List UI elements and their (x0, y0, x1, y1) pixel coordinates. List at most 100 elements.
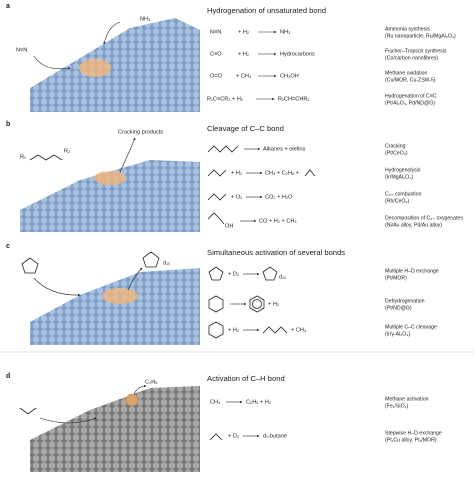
molecule (249, 295, 265, 313)
arrow (33, 55, 71, 70)
panel-c: c d₁₀ Simultaneous activation of several… (6, 243, 439, 345)
application: Dehydrogenation (385, 298, 425, 304)
molecule (142, 251, 160, 268)
arrow (103, 21, 121, 45)
reagent: + H₂ (238, 29, 249, 35)
active-site (94, 171, 126, 185)
product: Alkanes + olefins (263, 146, 306, 152)
catalyst: (Fe₁/SiO₂) (385, 403, 409, 409)
annotation: R₁ (20, 154, 26, 160)
panel-label: b (6, 121, 10, 128)
application: Multiple C–C cleavage (385, 324, 437, 330)
application: Hydrogenolysis (385, 167, 421, 173)
catalyst: (Rh/CeO₂) (385, 198, 409, 204)
application: Methane activation (385, 396, 429, 402)
application: C₂₊ combustion (385, 191, 422, 197)
panel-title: Hydrogenation of unsaturated bond (207, 6, 326, 15)
panel-title: Cleavage of C–C bond (207, 124, 284, 133)
annotation: d₁₀ (163, 260, 171, 266)
molecule (262, 326, 288, 334)
application: Decomposition of C₂₊ oxygenates (385, 215, 463, 221)
molecule (252, 299, 262, 309)
reactant: CH₄ (210, 399, 221, 405)
catalyst: (Ir/MgAl₂O₄) (385, 174, 413, 180)
catalyst: (Co/carbon nanofibres) (385, 55, 438, 61)
molecule (304, 169, 316, 177)
product: R₁CH=CHR₂ (278, 96, 310, 102)
molecule (262, 266, 278, 281)
arrow (127, 267, 143, 291)
application: Hydrogenation of C≡C (385, 93, 437, 99)
panel-a: a NH₃ N≡N Hydrogenation of unsaturated b… (6, 3, 456, 112)
annotation: R₂ (64, 148, 70, 154)
active-site (79, 59, 111, 77)
catalyst: (Pt/CeO₂) (385, 150, 408, 156)
reagent: + H₂ (238, 51, 249, 57)
product: CH₄ + C₂H₆ + (265, 170, 299, 176)
product: Hydrocarbons (280, 51, 315, 57)
product: d₁₀ (279, 274, 287, 280)
product: CH₃OH (280, 73, 299, 79)
annotation: NH₃ (140, 16, 150, 22)
application: Methane oxidation (385, 70, 428, 76)
molecule (29, 154, 63, 161)
reagent: + O₂ (231, 194, 242, 200)
molecule (207, 145, 239, 153)
panel-d: d C₂H₆ Activation of C–H bond CH₄ C₂H₆ +… (6, 373, 442, 472)
application: Multiple H–D exchange (385, 268, 439, 274)
active-site (102, 288, 138, 304)
surface (30, 268, 200, 345)
application: Stepwise H–D exchange (385, 430, 442, 436)
arrow (39, 417, 97, 424)
application: Cracking (385, 143, 406, 149)
panel-label: c (6, 243, 10, 250)
molecule (21, 257, 39, 274)
reagent: + CH₄ (236, 73, 252, 79)
surface (20, 160, 200, 232)
single-atom (125, 393, 139, 407)
reactant: R₁C≡CR₂ + H₂ (207, 96, 243, 102)
product: d₁-butane (263, 433, 287, 439)
catalyst: (Ir/γ-Al₂O₃) (385, 331, 410, 337)
catalyst: (Ru nanoparticle, Ru/MgAl₂O₄) (385, 33, 456, 39)
molecule (208, 295, 224, 313)
surface (30, 18, 200, 112)
panel-title: Activation of C–H bond (207, 374, 285, 383)
catalyst: (Cu/MOR, Cu-ZSM-5) (385, 77, 436, 83)
reagent: + D₂ (228, 271, 239, 277)
reagent: + H₂ (228, 327, 239, 333)
product: NH₃ (280, 29, 290, 35)
product: CO₂ + H₂O (265, 194, 293, 200)
product: C₂H₆ + H₂ (246, 399, 271, 405)
annotation: N≡N (16, 47, 27, 53)
reactant: O=O (210, 73, 223, 79)
panel-b: b R₁ R₂ Cracking products Cleavage of C–… (6, 121, 463, 232)
panel-label: a (6, 3, 10, 10)
annotation: Cracking products (118, 129, 163, 135)
surface (30, 386, 200, 472)
arrow (33, 277, 81, 297)
product: CO + H₂ + CH₄ (259, 218, 297, 224)
catalyst: (Pt/ND@G) (385, 305, 412, 311)
molecule (19, 407, 37, 415)
reactant: N≡N (210, 29, 221, 35)
reactant: C≡O (210, 51, 222, 57)
molecule (207, 212, 225, 225)
annotation: C₂H₆ (145, 379, 158, 385)
arrow (133, 384, 147, 395)
reactant: OH (225, 223, 233, 229)
catalyst: (Ni/Au alloy, Pd/Au alloy) (385, 222, 442, 228)
reagent: + D₂ (228, 433, 239, 439)
molecule (207, 193, 227, 201)
panel-title: Simultaneous activation of several bonds (207, 248, 345, 257)
molecule (209, 433, 223, 441)
molecule (207, 169, 227, 177)
application: Ammonia synthesis (385, 26, 430, 32)
arrow (119, 137, 136, 173)
product: + H₂ (268, 301, 279, 307)
catalyst: (Pt₁Cu alloy, Pt₁/MOR) (385, 437, 437, 443)
molecule (208, 321, 224, 339)
catalyst: (Pt/MOR) (385, 275, 407, 281)
catalyst: (Pt/Al₂O₃, Pd/ND@G) (385, 100, 435, 106)
